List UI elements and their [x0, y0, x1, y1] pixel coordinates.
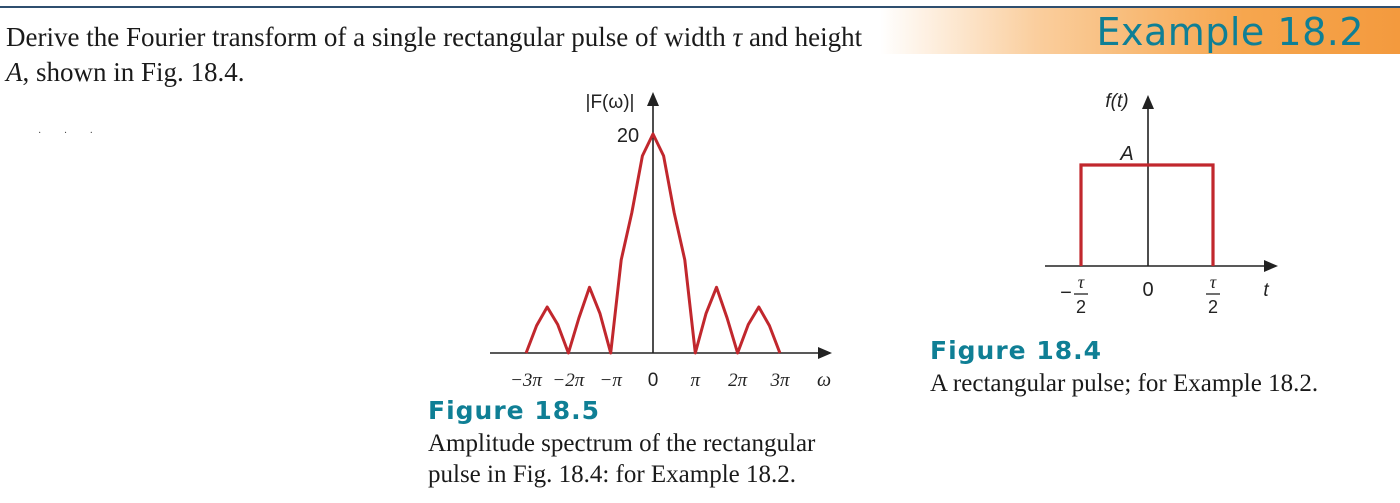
spectrum-x-arrow: [818, 347, 832, 359]
pulse-left-sign: −: [1060, 282, 1072, 304]
pulse-y-arrow: [1142, 95, 1154, 109]
example-label: Example 18.2: [1096, 10, 1364, 54]
spectrum-tick-label: −π: [600, 370, 623, 390]
top-rule: [0, 6, 1400, 8]
pulse-x-symbol: t: [1263, 280, 1269, 301]
pulse-left-denominator: 2: [1076, 297, 1086, 317]
spectrum-tick-label: 2π: [728, 370, 748, 390]
pulse-height-label: A: [1119, 143, 1133, 165]
problem-statement: Derive the Fourier transform of a single…: [6, 20, 906, 90]
figure-18-4-caption: A rectangular pulse; for Example 18.2.: [930, 370, 1319, 397]
figure-18-5-caption-line1: Amplitude spectrum of the rectangular: [428, 430, 816, 457]
figure-18-5-caption-line2: pulse in Fig. 18.4: for Example 18.2.: [428, 461, 797, 488]
spectrum-tick-label: 3π: [769, 370, 790, 390]
pulse-y-label: f(t): [1105, 91, 1128, 112]
tau-symbol: τ: [732, 22, 743, 52]
spectrum-tick-label: −2π: [552, 370, 584, 390]
spectrum-tick-label: −3π: [510, 370, 542, 390]
figure-18-4-pulse: f(t) A − τ 2 0 τ 2 t: [1045, 91, 1278, 317]
figure-18-5-caption: Amplitude spectrum of the rectangular pul…: [428, 428, 815, 490]
spectrum-y-arrow: [647, 92, 659, 106]
figure-18-5-title: Figure 18.5: [428, 396, 601, 425]
pulse-right-numerator: τ: [1210, 272, 1217, 292]
pulse-right-denominator: 2: [1208, 297, 1218, 317]
spectrum-peak-label: 20: [617, 125, 639, 147]
figure-18-4-title: Figure 18.4: [930, 336, 1103, 365]
problem-text-3: , shown in Fig. 18.4.: [22, 57, 245, 87]
figure-18-5-spectrum: |F(ω)| 20 −3π −2π −π 0 π 2π 3π ω: [490, 92, 832, 390]
pulse-x-arrow: [1264, 260, 1278, 272]
spectrum-y-label: |F(ω)|: [586, 92, 635, 113]
example-header-band: [880, 8, 1400, 54]
pulse-origin-label: 0: [1142, 279, 1153, 301]
spectrum-x-symbol: ω: [817, 369, 831, 390]
spectrum-tick-labels: −3π −2π −π 0 π 2π 3π: [510, 370, 790, 390]
margin-dots: · · ·: [38, 128, 103, 139]
spectrum-curve: [524, 132, 782, 355]
problem-text-2: and height: [742, 22, 863, 52]
pulse-line: [1079, 163, 1215, 266]
problem-text-1: Derive the Fourier transform of a single…: [6, 22, 733, 52]
pulse-left-numerator: τ: [1078, 272, 1085, 292]
spectrum-tick-label: π: [691, 370, 701, 390]
spectrum-tick-label: 0: [648, 370, 659, 390]
height-symbol: A: [6, 57, 23, 87]
